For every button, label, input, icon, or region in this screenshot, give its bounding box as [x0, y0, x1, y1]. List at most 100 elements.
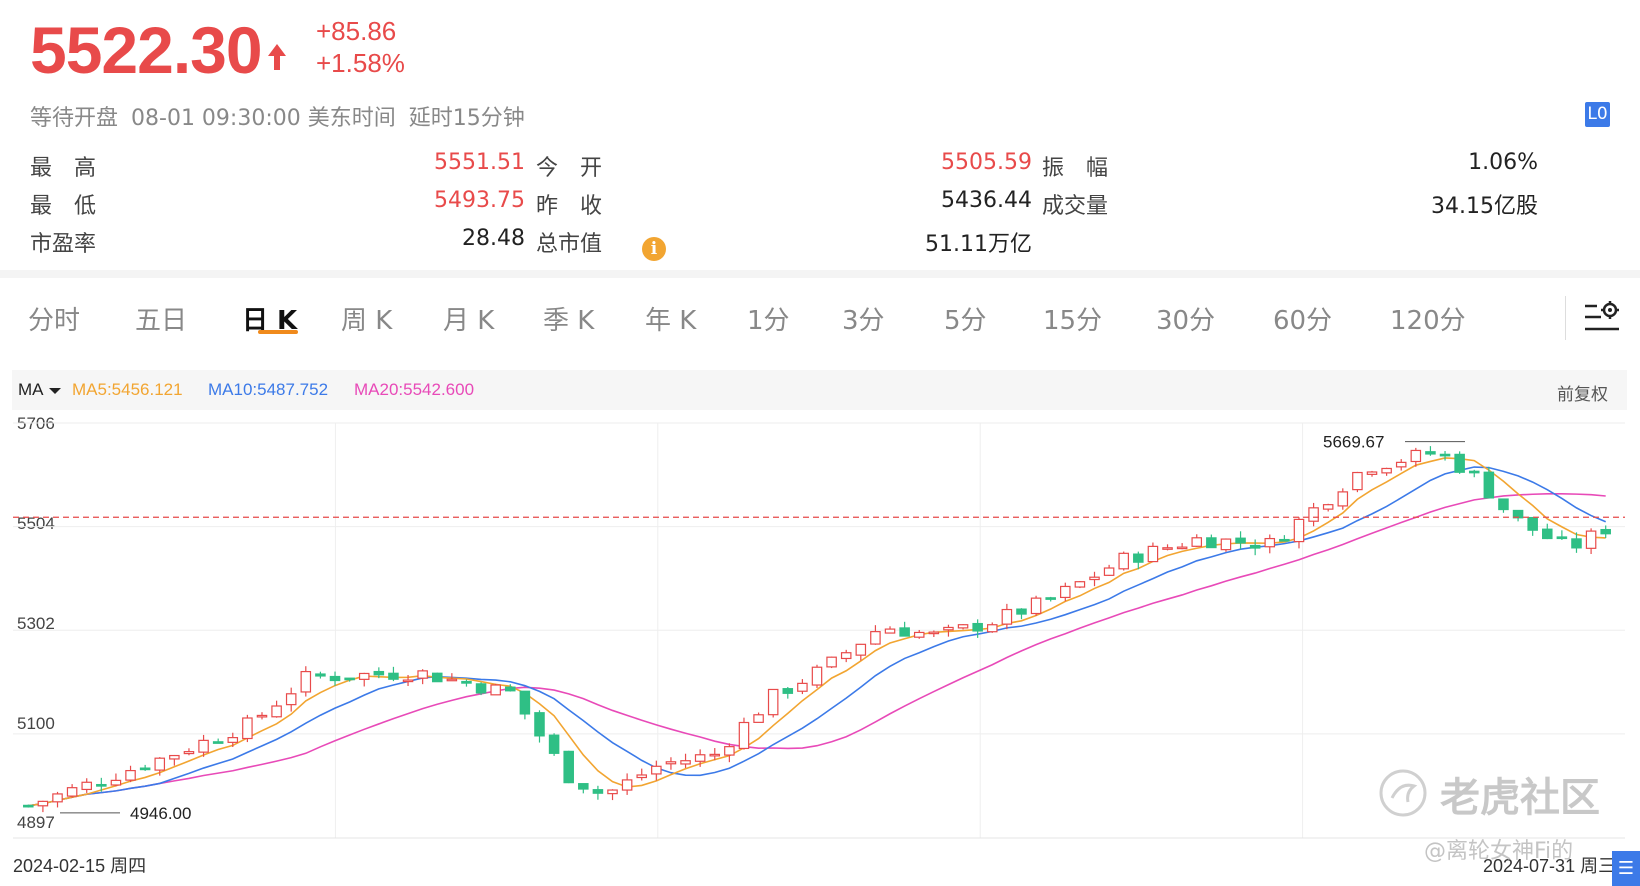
- candle-down: [388, 672, 399, 680]
- candle-down: [1439, 453, 1451, 457]
- start-date: 2024-02-15 周四: [13, 856, 147, 876]
- candle-up: [1293, 518, 1305, 543]
- candle-up: [1308, 507, 1319, 522]
- candle-up: [665, 761, 677, 765]
- candle-up: [928, 631, 940, 635]
- candle-down: [899, 627, 910, 637]
- level-badge[interactable]: L0: [1585, 102, 1610, 127]
- tab-intraday[interactable]: 分时: [28, 306, 81, 336]
- candle-down: [329, 675, 341, 682]
- high-value: 5551.51: [434, 150, 525, 175]
- candle-up: [913, 631, 925, 638]
- candle-up: [767, 688, 779, 716]
- prev-close-label: 昨 收: [536, 194, 603, 219]
- candle-up: [417, 670, 428, 679]
- candle-up: [490, 684, 501, 696]
- chart-settings-icon[interactable]: [1583, 298, 1621, 336]
- end-date: 2024-07-31 周三: [1483, 856, 1617, 876]
- candle-down: [1527, 516, 1538, 531]
- community-watermark: 老虎社区: [1440, 775, 1600, 821]
- candle-up: [256, 714, 268, 718]
- tab-yearly-k[interactable]: 年 K: [645, 306, 697, 336]
- candle-up: [957, 624, 969, 629]
- tab-weekly-k[interactable]: 周 K: [341, 306, 393, 336]
- candle-down: [782, 688, 794, 694]
- quote-datetime: 08-01 09:30:00 美东时间: [131, 106, 396, 131]
- tab-60min[interactable]: 60分: [1273, 306, 1333, 336]
- candle-up: [1381, 467, 1392, 474]
- candle-up: [1395, 461, 1407, 468]
- volume-value: 34.15亿股: [1431, 194, 1538, 219]
- amplitude-value: 1.06%: [1468, 150, 1538, 175]
- tab-30min[interactable]: 30分: [1156, 306, 1216, 336]
- candle-up: [694, 754, 706, 762]
- candle-up: [943, 626, 954, 631]
- candle-up: [271, 705, 282, 718]
- candle-down: [315, 673, 326, 677]
- section-divider: [0, 270, 1640, 278]
- volume-label: 成交量: [1042, 194, 1109, 219]
- tab-5min[interactable]: 5分: [944, 306, 987, 336]
- ma10-label: MA10:5487.752: [208, 380, 329, 399]
- candle-down: [475, 683, 487, 694]
- tab-divider: [1565, 296, 1566, 340]
- candle-down: [1279, 538, 1290, 542]
- info-icon[interactable]: i: [642, 237, 666, 261]
- candle-up: [724, 746, 735, 756]
- prev-close-value: 5436.44: [941, 188, 1032, 213]
- tab-15min[interactable]: 15分: [1043, 306, 1103, 336]
- candle-down: [1483, 471, 1495, 499]
- tab-3min[interactable]: 3分: [842, 306, 885, 336]
- candle-up: [1074, 581, 1086, 588]
- low-marker-label: 4946.00: [130, 804, 191, 823]
- candle-up: [1337, 491, 1349, 507]
- tab-1min[interactable]: 1分: [747, 306, 790, 336]
- candle-up: [797, 682, 808, 692]
- tab-quarterly-k[interactable]: 季 K: [543, 306, 595, 336]
- candle-down: [534, 712, 545, 737]
- tab-5day[interactable]: 五日: [135, 306, 188, 336]
- candle-up: [855, 643, 867, 656]
- candle-up: [402, 679, 414, 683]
- candle-down: [1016, 608, 1027, 615]
- candle-up: [1118, 552, 1129, 570]
- pe-value: 28.48: [462, 226, 525, 251]
- candle-up: [66, 787, 78, 797]
- candle-up: [52, 793, 63, 803]
- indicator-dropdown[interactable]: MA: [18, 380, 62, 400]
- tab-120min[interactable]: 120分: [1390, 306, 1466, 336]
- y-tick: 5100: [17, 714, 55, 733]
- ma5-line: [28, 457, 1606, 807]
- candle-down: [373, 670, 385, 676]
- candle-up: [811, 666, 823, 686]
- tiger-logo-icon: [1379, 769, 1427, 817]
- caret-down-icon: [49, 388, 62, 394]
- candle-up: [709, 753, 721, 757]
- candle-down: [1045, 597, 1056, 600]
- candle-up: [446, 678, 458, 682]
- candle-down: [431, 672, 443, 683]
- candle-up: [1322, 504, 1334, 510]
- candle-up: [198, 739, 209, 753]
- candle-down: [505, 686, 516, 692]
- candle-down: [1498, 498, 1509, 511]
- market-status: 等待开盘: [30, 106, 119, 131]
- tab-monthly-k[interactable]: 月 K: [443, 306, 495, 336]
- candle-up: [110, 779, 122, 786]
- candle-down: [563, 750, 574, 784]
- low-label: 最 低: [30, 194, 97, 219]
- market-cap-label: 总市值: [536, 232, 603, 257]
- candle-down: [1133, 553, 1144, 563]
- candle-up: [621, 779, 633, 791]
- adjust-mode[interactable]: 前复权: [1557, 385, 1608, 404]
- candle-up: [753, 714, 764, 723]
- menu-toggle-button[interactable]: ☰: [1612, 851, 1640, 886]
- candle-down: [96, 783, 107, 787]
- high-label: 最 高: [30, 156, 97, 181]
- ma20-line: [28, 492, 1606, 807]
- candle-up: [1030, 597, 1042, 615]
- candle-up: [1366, 471, 1378, 475]
- up-arrow-icon: [268, 44, 286, 70]
- delay-note: 延时15分钟: [408, 106, 525, 131]
